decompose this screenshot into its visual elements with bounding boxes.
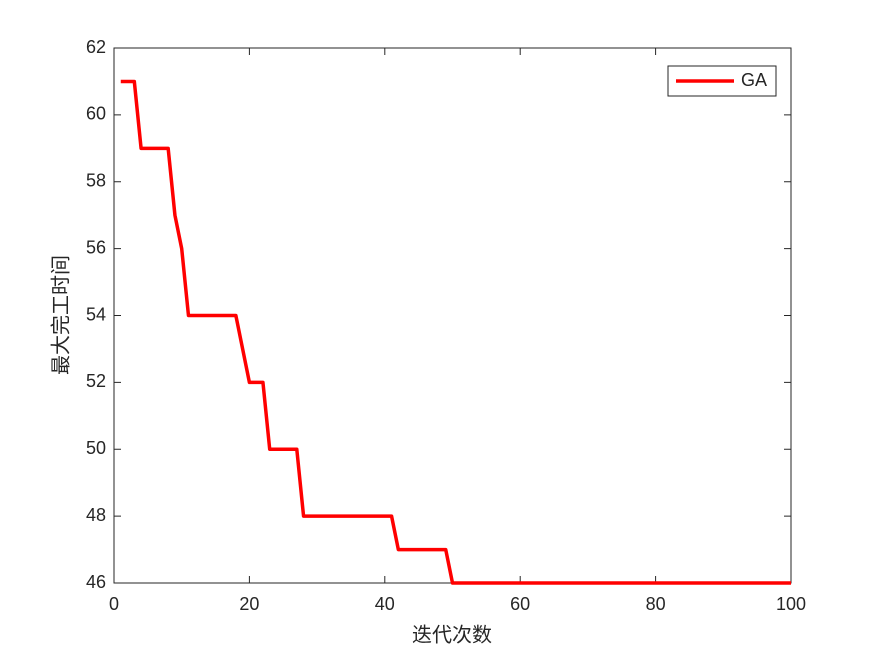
x-tick-label: 80 <box>646 594 666 614</box>
legend-label: GA <box>741 70 767 90</box>
x-tick-label: 60 <box>510 594 530 614</box>
x-tick-label: 0 <box>109 594 119 614</box>
y-tick-label: 52 <box>86 371 106 391</box>
y-tick-label: 48 <box>86 505 106 525</box>
data-line <box>120 79 791 585</box>
x-tick-label: 20 <box>239 594 259 614</box>
y-tick-label: 62 <box>86 37 106 57</box>
x-axis-label: 迭代次数 <box>412 623 492 646</box>
y-tick-label: 56 <box>86 237 106 257</box>
y-tick-label: 54 <box>86 304 106 324</box>
y-tick-label: 46 <box>86 572 106 592</box>
y-tick-label: 58 <box>86 171 106 191</box>
y-tick-label: 60 <box>86 104 106 124</box>
x-tick-label: 100 <box>776 594 806 614</box>
x-tick-label: 40 <box>375 594 395 614</box>
y-axis-label: 最大完工时间 <box>49 255 72 375</box>
y-tick-label: 50 <box>86 438 106 458</box>
